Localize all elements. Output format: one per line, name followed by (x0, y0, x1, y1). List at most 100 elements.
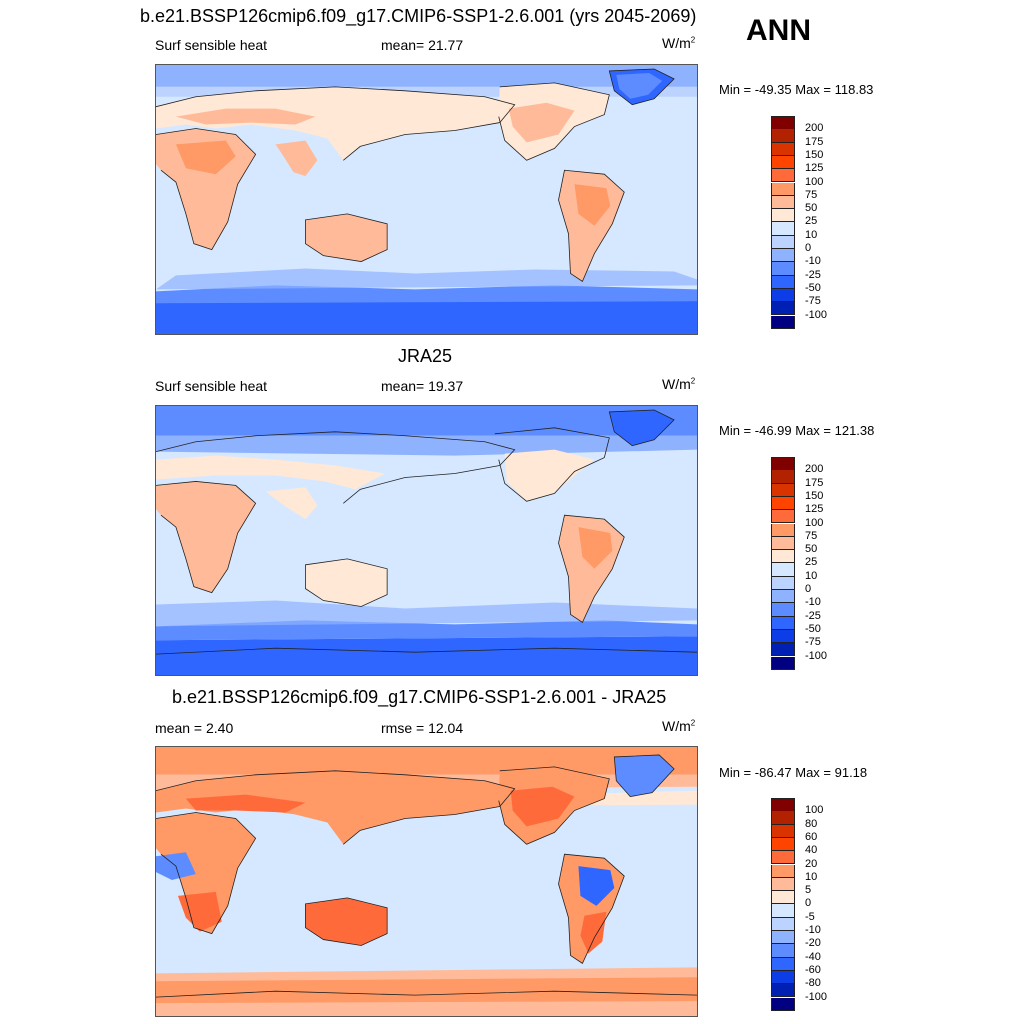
panel3-colorbar-box (771, 824, 795, 838)
panel1-colorbar-box (771, 275, 795, 289)
panel3-colorbar-box (771, 957, 795, 971)
panel1-map (155, 64, 698, 335)
panel2-colorbar-box (771, 643, 795, 657)
panel3-title: b.e21.BSSP126cmip6.f09_g17.CMIP6-SSP1-2.… (172, 687, 667, 707)
panel1-colorbar-label: 10 (805, 228, 818, 241)
panel2-colorbar-label: 125 (805, 503, 824, 516)
panel1-map-svg (156, 65, 697, 334)
panel1-colorbar-box (771, 302, 795, 316)
panel3-colorbar-label: -80 (805, 977, 821, 990)
panel2-colorbar-box (771, 603, 795, 617)
panel1-variable: Surf sensible heat (155, 37, 268, 53)
panel2-colorbar-label: 0 (805, 583, 812, 595)
panel1-colorbar-box (771, 129, 795, 143)
panel3-colorbar-box (771, 984, 795, 998)
panel3-colorbar-label: -10 (805, 924, 821, 936)
panel2-colorbar-box (771, 629, 795, 644)
panel2-colorbar-label: 75 (805, 529, 818, 542)
panel3-minmax: Min = -86.47 Max = 91.18 (719, 765, 868, 780)
panel1-unit: W/m2 (662, 35, 696, 51)
panel1-colorbar-label: 125 (805, 162, 824, 175)
panel2-colorbar-label: -50 (805, 622, 821, 635)
panel2-unit: W/m2 (662, 376, 696, 392)
panel2-title: JRA25 (398, 346, 453, 366)
panel3-colorbar-label: -40 (805, 950, 821, 963)
panel3-colorbar-label: 0 (805, 897, 812, 910)
panel3-unit: W/m2 (662, 718, 696, 734)
panel2-minmax: Min = -46.99 Max = 121.38 (719, 423, 875, 438)
panel3-colorbar-label: -20 (805, 937, 821, 950)
panel2-colorbar-box (771, 470, 795, 484)
panel2-colorbar-label: -75 (805, 636, 821, 649)
panel3-mean: mean = 2.40 (155, 720, 234, 736)
season-label: ANN (746, 14, 811, 47)
panel2-colorbar-label: -10 (805, 596, 821, 609)
panel1-mean: mean= 21.77 (381, 37, 464, 53)
panel1-colorbar-box (771, 195, 795, 210)
panel1-colorbar-label: 50 (805, 202, 818, 215)
panel2-colorbar-label: 100 (805, 516, 824, 529)
panel1-colorbar-box (771, 169, 795, 183)
panel1-colorbar-label: -10 (805, 255, 821, 268)
panel2-variable: Surf sensible heat (155, 378, 268, 394)
panel1-minmax: Min = -49.35 Max = 118.83 (719, 82, 874, 97)
panel2-colorbar-box (771, 616, 795, 630)
panel3-colorbar-label: 20 (805, 857, 818, 870)
panel1-colorbar-label: -25 (805, 268, 821, 281)
panel3-map-svg (156, 747, 697, 1016)
panel1-colorbar-box (771, 249, 795, 263)
panel1-colorbar-box (771, 235, 795, 249)
panel1-colorbar-box (771, 182, 795, 196)
panel3-colorbar-box (771, 837, 795, 852)
panel2-colorbar-box (771, 576, 795, 590)
panel3-colorbar-label: -100 (805, 990, 828, 1003)
panel2-colorbar-box (771, 550, 795, 564)
panel1-colorbar-label: -100 (805, 308, 828, 321)
panel1-colorbar-label: 75 (805, 188, 818, 201)
panel2-colorbar-label: 25 (805, 556, 818, 569)
panel2-colorbar-box (771, 523, 795, 537)
panel3-colorbar-label: 10 (805, 870, 818, 883)
panel1-colorbar-box (771, 142, 795, 156)
panel1-colorbar-label: 175 (805, 135, 824, 148)
panel2-colorbar-box (771, 496, 795, 511)
panel2-colorbar-box (771, 563, 795, 577)
panel2-colorbar-label: 150 (805, 489, 824, 502)
panel2-colorbar-box (771, 656, 795, 670)
panel2-colorbar-label: 200 (805, 463, 824, 476)
panel3-colorbar-box (771, 931, 795, 945)
panel1-title: b.e21.BSSP126cmip6.f09_g17.CMIP6-SSP1-2.… (140, 6, 697, 26)
panel3-colorbar-box (771, 997, 795, 1011)
panel1-colorbar-box (771, 209, 795, 223)
panel3-colorbar-label: 5 (805, 884, 812, 897)
panel3-colorbar-box (771, 891, 795, 905)
panel2-colorbar-box (771, 590, 795, 604)
panel1-colorbar-label: 25 (805, 215, 818, 228)
panel3-colorbar-label: 100 (805, 804, 824, 817)
panel3-colorbar-box (771, 917, 795, 931)
panel2-map (155, 405, 698, 676)
panel2-colorbar-label: -100 (805, 649, 828, 662)
panel3-colorbar-label: 60 (805, 830, 818, 843)
panel3-colorbar-label: 80 (805, 817, 818, 830)
panel2-map-svg (156, 406, 697, 675)
panel1-colorbar-box (771, 262, 795, 276)
panel2-colorbar-box (771, 457, 795, 472)
panel3-colorbar-box (771, 877, 795, 892)
panel2-colorbar-box (771, 510, 795, 524)
panel1-colorbar-box (771, 315, 795, 329)
panel1-colorbar-box (771, 222, 795, 236)
panel2-colorbar-label: 50 (805, 543, 818, 556)
panel3-colorbar-box (771, 944, 795, 958)
panel3-colorbar-label: -60 (805, 963, 821, 976)
panel3-rmse: rmse = 12.04 (381, 720, 464, 736)
panel2-colorbar-box (771, 536, 795, 551)
panel1-colorbar-label: 100 (805, 175, 824, 188)
panel3-colorbar-box (771, 851, 795, 865)
panel3-map (155, 746, 698, 1017)
panel1-colorbar-label: 0 (805, 242, 812, 254)
panel1-colorbar-box (771, 288, 795, 303)
panel1-colorbar-label: 150 (805, 148, 824, 161)
panel3-colorbar-box (771, 798, 795, 813)
panel1-colorbar-label: -75 (805, 295, 821, 308)
